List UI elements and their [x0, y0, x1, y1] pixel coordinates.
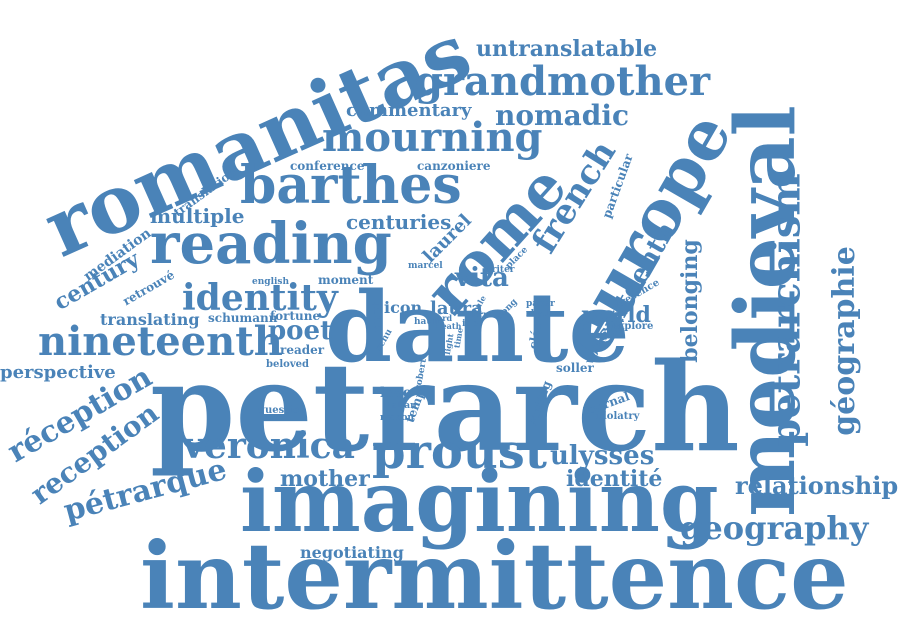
word-idolatry: idolatry	[596, 411, 640, 422]
word-commentary: commentary	[346, 100, 472, 121]
word-petrarch: petrarch	[150, 335, 740, 479]
word-barthes: barthes	[240, 155, 462, 216]
word-perspective: perspective	[0, 362, 116, 383]
word-moment: moment	[318, 273, 374, 287]
word-centuries: centuries	[346, 210, 452, 234]
word-italian: italian	[384, 401, 417, 411]
word-dante: dante	[325, 271, 630, 384]
word-schumann: schumann	[208, 311, 278, 325]
word-relationship: relationship	[735, 471, 899, 500]
word-nomadic: nomadic	[495, 99, 630, 132]
word-paper: paper	[526, 299, 555, 309]
word-identite: identité	[566, 466, 663, 492]
word-icon: icon	[384, 298, 423, 317]
word-multiple: multiple	[150, 204, 245, 228]
word-question: question	[258, 405, 307, 416]
word-canzoniere: canzoniere	[417, 159, 491, 173]
word-world: world	[582, 302, 651, 328]
word-poet: poet	[268, 316, 333, 346]
word-geographie: géographie	[826, 246, 862, 436]
word-term: term	[470, 309, 492, 319]
word-petrarchism: petrarchism	[762, 173, 810, 447]
word-grandmother: grandmother	[415, 58, 711, 105]
word-word: word	[430, 313, 453, 323]
word-writer: writer	[484, 265, 515, 275]
word-reader: reader	[280, 343, 325, 357]
word-love: love	[380, 385, 412, 401]
word-laura: laura	[430, 298, 483, 319]
word-proust: proust	[372, 424, 547, 480]
word-reason: reason	[380, 413, 414, 423]
word-haunt: haunt	[414, 317, 444, 327]
word-belonging: belonging	[676, 239, 703, 363]
word-nineteenth: nineteenth	[38, 318, 283, 365]
word-fortune: fortune	[270, 309, 321, 323]
word-beloved: beloved	[266, 359, 309, 370]
word-vita: vita	[455, 263, 509, 293]
word-english: english	[252, 277, 290, 287]
word-identity: identity	[182, 277, 338, 319]
word-mot: mot	[369, 301, 386, 333]
word-rhythm: rhythm	[526, 309, 563, 319]
word-negotiating: negotiating	[300, 543, 404, 562]
word-translating: translating	[100, 310, 200, 329]
word-veronica: veronica	[183, 425, 355, 467]
word-idol: idol	[462, 319, 482, 329]
word-death: death	[436, 321, 462, 331]
word-untranslatable: untranslatable	[476, 36, 658, 62]
word-intermittence: intermittence	[140, 522, 849, 628]
word-geography: geography	[680, 509, 869, 547]
word-mourning: mourning	[322, 114, 543, 161]
word-soller: soller	[556, 361, 594, 375]
word-mother: mother	[280, 466, 370, 492]
word-conference: conference	[290, 159, 365, 173]
word-ulysses: ulysses	[550, 441, 655, 471]
word-explore: explore	[612, 321, 654, 332]
word-imagining: imagining	[240, 452, 719, 551]
word-marcel: marcel	[408, 261, 443, 271]
word-reading: reading	[150, 211, 392, 277]
